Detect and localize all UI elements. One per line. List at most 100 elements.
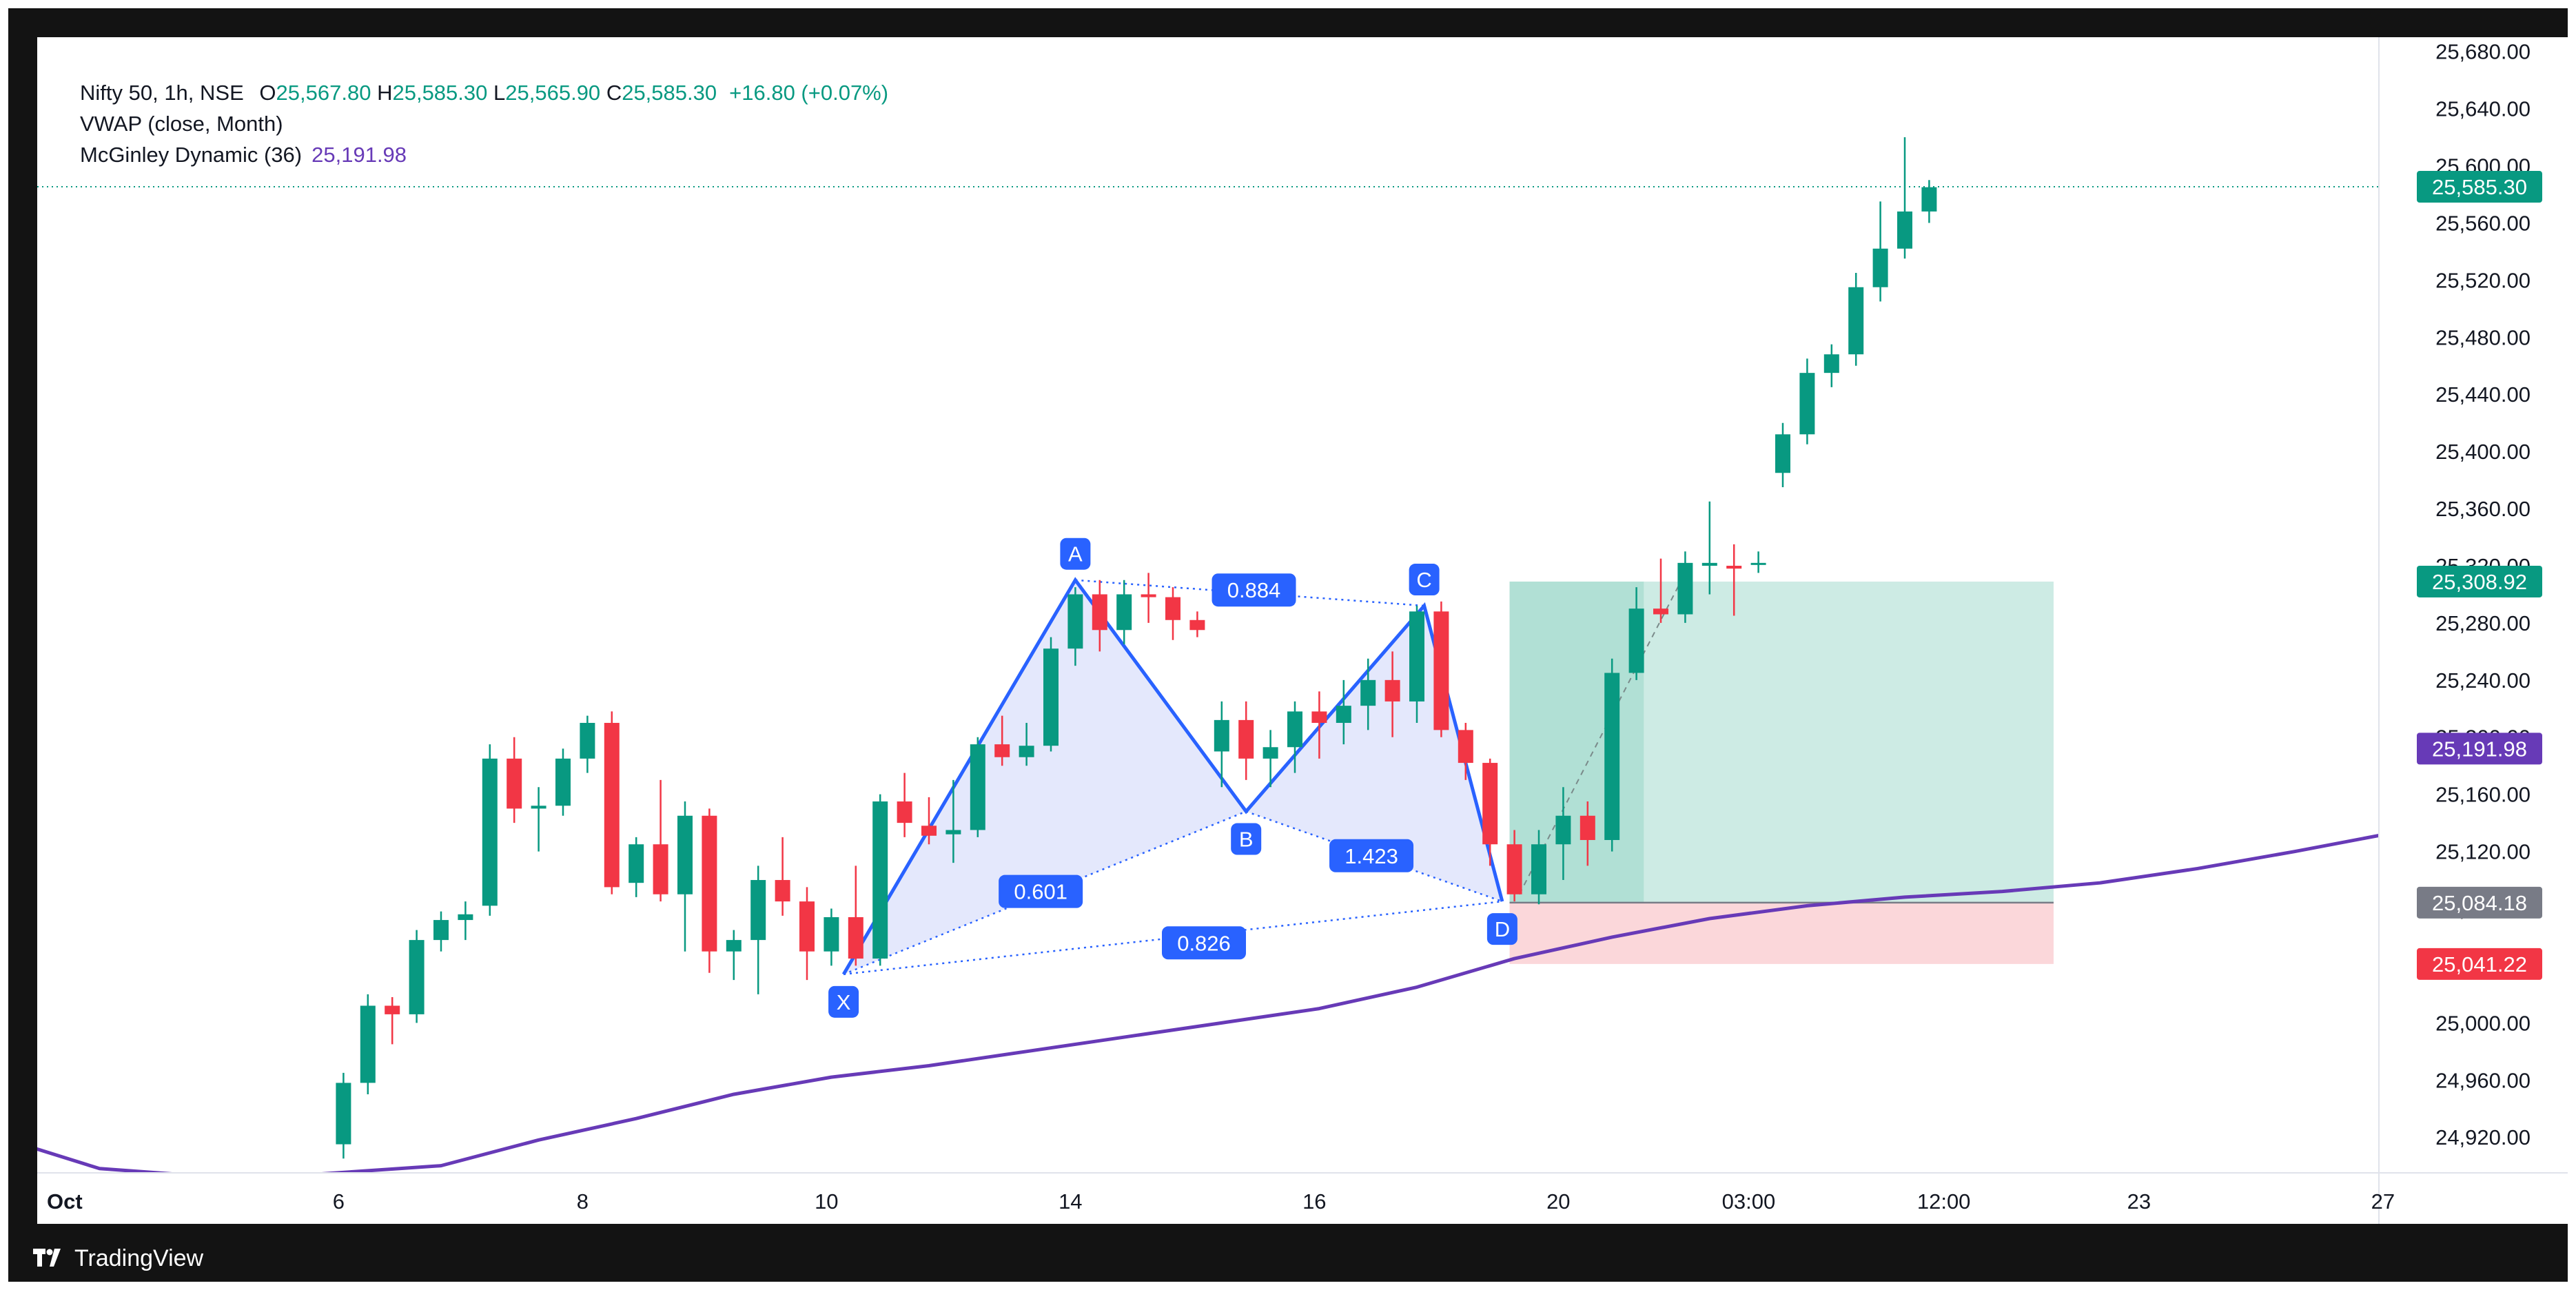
candle[interactable] (750, 866, 766, 994)
candle[interactable] (1604, 658, 1620, 852)
point-label-a[interactable]: A (1060, 538, 1091, 570)
candle[interactable] (824, 908, 839, 966)
candle[interactable] (409, 930, 425, 1023)
candle[interactable] (1165, 587, 1180, 640)
candle[interactable] (385, 997, 400, 1045)
candle[interactable] (1116, 580, 1132, 645)
candle[interactable] (1092, 580, 1107, 652)
price-tick-label: 25,360.00 (2435, 497, 2531, 521)
candle[interactable] (360, 994, 376, 1094)
candle[interactable] (1019, 723, 1034, 766)
candle[interactable] (628, 837, 644, 897)
candle[interactable] (1677, 551, 1693, 623)
candle[interactable] (702, 808, 717, 973)
candle[interactable] (1506, 830, 1522, 902)
vwap-label: VWAP (close, Month) (80, 112, 283, 136)
candle-body (433, 920, 449, 941)
ratio-xd-badge-text: 0.826 (1177, 931, 1231, 955)
candle[interactable] (1311, 691, 1327, 759)
ratio-xb-badge[interactable]: 0.601 (999, 874, 1083, 908)
candle[interactable] (1214, 701, 1229, 788)
last-price-tag[interactable]: 25,585.30 (2417, 171, 2542, 203)
candle[interactable] (1580, 801, 1595, 866)
candle[interactable] (1458, 723, 1473, 780)
candle[interactable] (458, 901, 473, 941)
candle[interactable] (555, 748, 571, 816)
candle[interactable] (1775, 422, 1790, 487)
ratio-ac-badge-bg (1212, 573, 1296, 607)
candle[interactable] (1823, 344, 1839, 387)
point-label-c[interactable]: C (1409, 564, 1440, 596)
candle[interactable] (945, 779, 961, 863)
candle[interactable] (1482, 758, 1498, 866)
candle[interactable] (1750, 551, 1766, 573)
candle[interactable] (1897, 137, 1912, 259)
point-label-x[interactable]: X (828, 985, 859, 1018)
candle[interactable] (994, 715, 1010, 766)
candle[interactable] (1701, 501, 1717, 595)
candle[interactable] (848, 866, 863, 966)
candle[interactable] (1263, 730, 1278, 788)
candle[interactable] (336, 1072, 351, 1159)
point-label-d[interactable]: D (1486, 913, 1517, 945)
target-price-tag[interactable]: 25,308.92 (2417, 565, 2542, 597)
candle[interactable] (921, 797, 937, 845)
mcginley-line[interactable] (37, 748, 2568, 1176)
tradingview-logo-icon[interactable] (33, 1249, 65, 1268)
candle[interactable] (482, 744, 498, 916)
candle[interactable] (1848, 273, 1864, 366)
candle-body (1872, 248, 1888, 287)
candle-body (1043, 648, 1059, 746)
candle[interactable] (1726, 544, 1742, 616)
candle[interactable] (531, 787, 546, 852)
candle[interactable] (1555, 787, 1571, 881)
candle[interactable] (1238, 701, 1254, 780)
candle[interactable] (1872, 201, 1888, 302)
candle[interactable] (1189, 611, 1205, 637)
candle-body (1848, 287, 1864, 355)
ratio-ac-badge[interactable]: 0.884 (1212, 573, 1296, 607)
candle[interactable] (1433, 601, 1449, 737)
candle[interactable] (970, 737, 985, 837)
candle[interactable] (1531, 830, 1546, 905)
candle[interactable] (653, 779, 668, 902)
candle[interactable] (1799, 358, 1815, 444)
candle[interactable] (1336, 679, 1351, 745)
ratio-xd-badge[interactable]: 0.826 (1162, 926, 1246, 960)
candle[interactable] (677, 801, 693, 952)
candle[interactable] (1628, 587, 1644, 680)
candle[interactable] (1043, 637, 1059, 752)
price-tick-label: 25,560.00 (2435, 211, 2531, 235)
candle[interactable] (433, 911, 449, 952)
candlestick-chart[interactable]: A B C D X 0.601 0.884 1.423 0.826 25,680.00 25,64… (37, 37, 2568, 1224)
candle[interactable] (1653, 558, 1668, 623)
candle[interactable] (799, 887, 815, 981)
candle[interactable] (580, 715, 595, 773)
candle[interactable] (604, 711, 620, 894)
candle[interactable] (1067, 587, 1083, 666)
brand-name[interactable]: TradingView (74, 1245, 204, 1271)
mcginley-legend[interactable]: McGinley Dynamic (36) 25,191.98 (80, 139, 888, 170)
ratio-xb-badge-bg (999, 874, 1083, 908)
candle[interactable] (507, 737, 522, 823)
candle[interactable] (1384, 651, 1400, 737)
entry-price-tag[interactable]: 25,084.18 (2417, 886, 2542, 919)
chart-panel[interactable]: A B C D X 0.601 0.884 1.423 0.826 25,680.00 25,64… (37, 37, 2568, 1224)
stop-zone[interactable] (1509, 902, 2054, 964)
candle[interactable] (726, 930, 742, 981)
target-price-tag-bg (2417, 565, 2542, 597)
candle-body (1628, 608, 1644, 673)
candle[interactable] (872, 794, 888, 966)
mcginley-price-tag[interactable]: 25,191.98 (2417, 733, 2542, 765)
ratio-bd-badge[interactable]: 1.423 (1329, 839, 1414, 872)
vwap-legend[interactable]: VWAP (close, Month) (80, 108, 888, 139)
symbol-label[interactable]: Nifty 50, 1h, NSE (80, 81, 244, 105)
candle[interactable] (775, 837, 790, 916)
candle[interactable] (1360, 658, 1376, 730)
candle[interactable] (1409, 606, 1424, 724)
point-label-b[interactable]: B (1231, 823, 1262, 855)
candle[interactable] (1141, 573, 1156, 623)
candle[interactable] (897, 772, 912, 837)
stop-price-tag[interactable]: 25,041.22 (2417, 948, 2542, 980)
candle[interactable] (1287, 701, 1302, 773)
